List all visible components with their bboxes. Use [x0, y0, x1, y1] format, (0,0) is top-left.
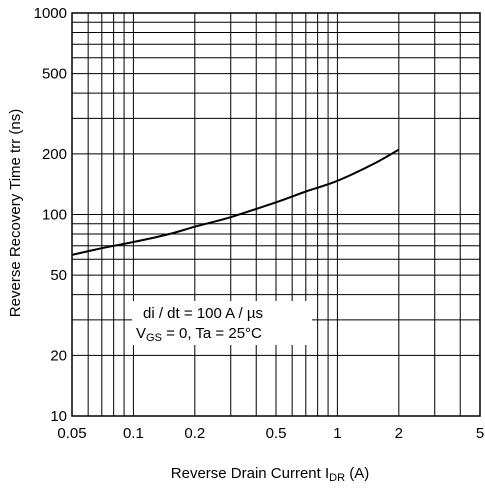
x-tick-label: 5 [476, 425, 484, 442]
x-axis-label-subscript: DR [329, 472, 345, 484]
y-axis-label: Reverse Recovery Time trr (ns) [7, 109, 24, 317]
y-tick-label: 500 [42, 66, 67, 83]
annotation-line-1: di / dt = 100 A / µs [143, 305, 263, 322]
y-tick-label: 100 [42, 207, 67, 224]
x-tick-label: 0.5 [266, 425, 287, 442]
x-axis-label-main: Reverse Drain Current I [171, 465, 329, 482]
x-axis-label-unit: (A) [345, 465, 369, 482]
x-tick-label: 2 [395, 425, 403, 442]
annotation-v: V [136, 325, 146, 342]
x-tick-label: 0.1 [123, 425, 144, 442]
x-axis-label: Reverse Drain Current IDR (A) [171, 465, 369, 484]
y-tick-labels: 10 20 50 100 200 500 1000 [34, 5, 67, 425]
y-tick-label: 10 [50, 408, 67, 425]
x-tick-label: 0.05 [57, 425, 86, 442]
y-tick-label: 200 [42, 146, 67, 163]
grid-lines [72, 13, 480, 416]
annotation-v-subscript: GS [146, 332, 162, 344]
annotation-conditions: = 0, Ta = 25°C [162, 325, 262, 342]
x-tick-label: 1 [333, 425, 341, 442]
y-tick-label: 50 [50, 267, 67, 284]
plot-frame [71, 12, 481, 417]
x-tick-label: 0.2 [184, 425, 205, 442]
y-tick-label: 1000 [34, 5, 67, 22]
annotation-background [132, 301, 312, 345]
series-line [71, 148, 400, 256]
y-tick-label: 20 [50, 347, 67, 364]
annotation-line-2: VGS = 0, Ta = 25°C [136, 325, 262, 344]
x-tick-labels: 0.05 0.1 0.2 0.5 1 2 5 [57, 425, 484, 442]
